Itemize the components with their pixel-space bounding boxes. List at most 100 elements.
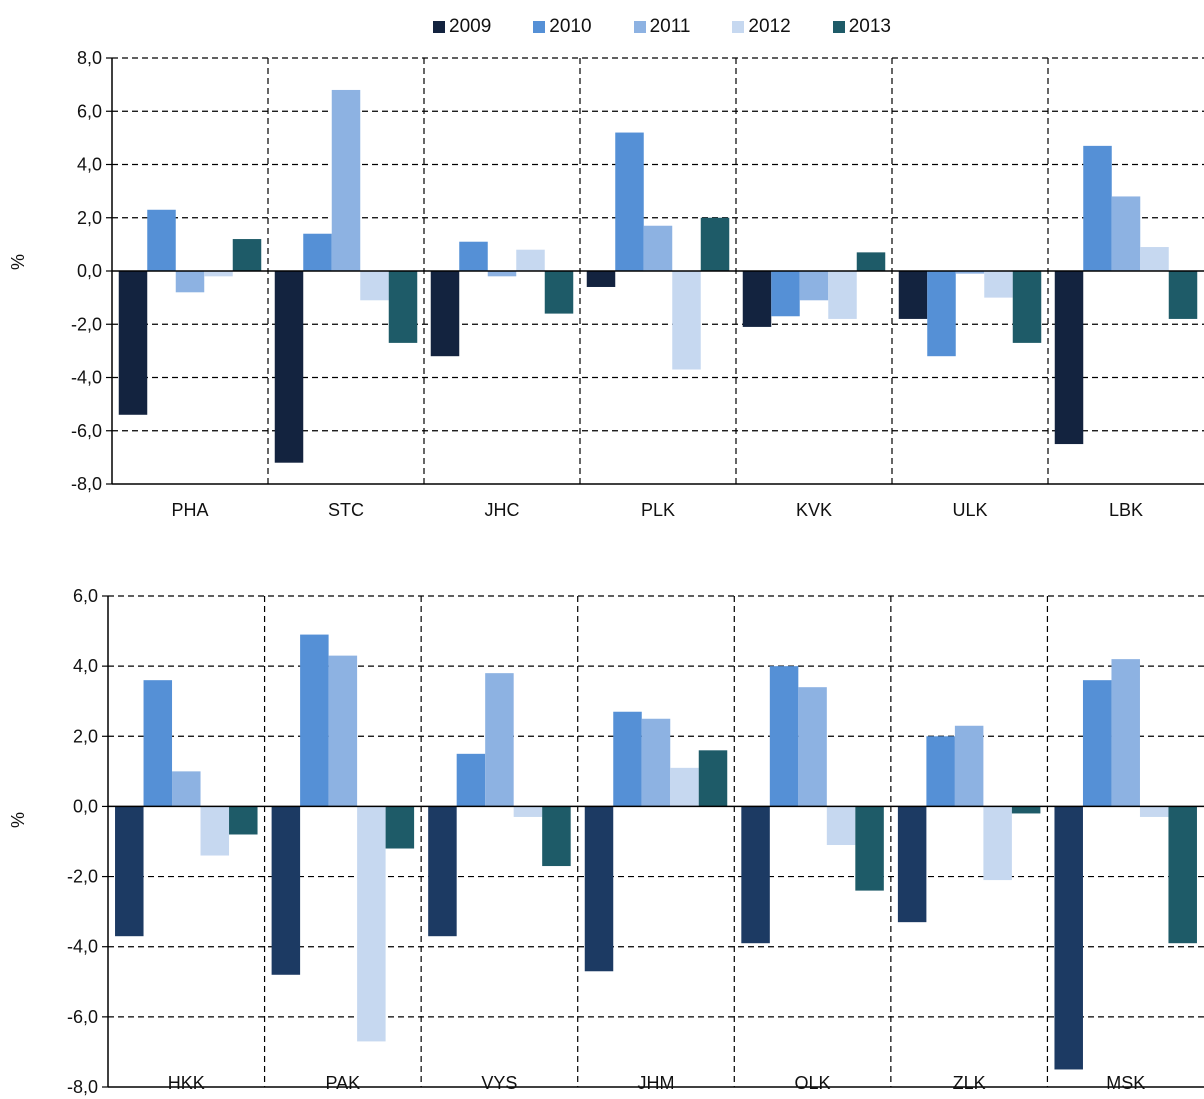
legend-label-2010: 2010 bbox=[549, 16, 592, 37]
y-tick-label: -8,0 bbox=[71, 474, 102, 494]
bar-2009-ULK bbox=[898, 271, 928, 319]
legend-item-2011: 2011 bbox=[633, 14, 691, 40]
bar-2009-ZLK bbox=[897, 806, 927, 923]
y-tick-label: 4,0 bbox=[73, 656, 98, 676]
x-tick-label: JHM bbox=[638, 1073, 675, 1093]
bar-2009-STC bbox=[274, 271, 304, 463]
bar-2012-JHC bbox=[516, 249, 545, 271]
bar-2009-LBK bbox=[1054, 271, 1084, 445]
bar-2011-PHA bbox=[175, 271, 205, 293]
y-tick-label: -8,0 bbox=[67, 1077, 98, 1097]
bar-2009-MSK bbox=[1054, 806, 1083, 1070]
x-tick-label: JHC bbox=[485, 500, 520, 520]
y-tick-label: -6,0 bbox=[71, 421, 102, 441]
x-tick-label: HKK bbox=[168, 1073, 205, 1093]
bar-2010-PHA bbox=[147, 209, 176, 271]
bar-2010-OLK bbox=[769, 666, 799, 807]
bar-2010-HKK bbox=[143, 680, 173, 807]
bar-2012-VYS bbox=[513, 806, 543, 817]
bar-2012-MSK bbox=[1139, 806, 1169, 817]
x-tick-label: MSK bbox=[1106, 1073, 1145, 1093]
bar-2010-LBK bbox=[1083, 145, 1112, 271]
y-tick-label: 6,0 bbox=[73, 586, 98, 606]
bar-2011-PAK bbox=[328, 655, 358, 807]
legend-item-2012: 2012 bbox=[732, 14, 791, 40]
bar-2012-HKK bbox=[200, 806, 230, 856]
x-tick-label: ZLK bbox=[953, 1073, 986, 1093]
x-tick-label: PLK bbox=[641, 500, 675, 520]
legend-swatch-2010 bbox=[533, 21, 546, 33]
x-tick-label: STC bbox=[328, 500, 364, 520]
bar-2013-VYS bbox=[542, 806, 571, 867]
bar-2010-ULK bbox=[927, 271, 956, 357]
bar-2013-OLK bbox=[855, 806, 884, 891]
bar-2013-ULK bbox=[1012, 271, 1042, 343]
bar-2012-OLK bbox=[826, 806, 856, 846]
bar-2009-KVK bbox=[742, 271, 772, 327]
bar-2011-LBK bbox=[1111, 196, 1141, 271]
y-tick-label: 0,0 bbox=[77, 261, 102, 281]
bar-2010-STC bbox=[303, 233, 332, 271]
bar-2013-PLK bbox=[700, 217, 730, 271]
bar-2010-PLK bbox=[615, 132, 644, 271]
chart-1: 8,0 6,0 4,0 2,0 0,0 -2,0 -4,0 -6,0 -8,0 PHA STC JHC… bbox=[8, 48, 1204, 520]
bar-2009-OLK bbox=[741, 806, 770, 944]
y-tick-label: 4,0 bbox=[77, 155, 102, 175]
bar-2011-ZLK bbox=[954, 725, 984, 807]
chart-legend: 2009 2010 2011 2012 2013 bbox=[0, 14, 1204, 40]
bar-2013-PAK bbox=[385, 806, 415, 849]
legend-swatch-2011 bbox=[633, 21, 646, 33]
bar-2009-HKK bbox=[115, 806, 144, 937]
y-tick-label: -4,0 bbox=[67, 937, 98, 957]
bar-2011-OLK bbox=[798, 687, 827, 807]
bar-2013-PHA bbox=[232, 239, 262, 271]
y-tick-label: 8,0 bbox=[77, 48, 102, 68]
y-tick-label: 2,0 bbox=[73, 726, 98, 746]
bar-2011-VYS bbox=[485, 673, 514, 807]
y-tick-label: 2,0 bbox=[77, 208, 102, 228]
bar-2011-STC bbox=[331, 89, 361, 271]
bar-2010-JHC bbox=[459, 241, 488, 271]
x-tick-label: PHA bbox=[171, 500, 208, 520]
bar-2012-ZLK bbox=[983, 806, 1012, 881]
bar-2013-ZLK bbox=[1011, 806, 1041, 814]
bar-2013-KVK bbox=[856, 252, 886, 271]
legend-swatch-2012 bbox=[732, 21, 745, 33]
x-tick-label: PAK bbox=[326, 1073, 361, 1093]
legend-item-2010: 2010 bbox=[533, 14, 592, 40]
bar-2013-LBK bbox=[1168, 271, 1198, 319]
x-tick-label: ULK bbox=[952, 500, 987, 520]
y-tick-label: -4,0 bbox=[71, 368, 102, 388]
legend-item-2009: 2009 bbox=[433, 14, 491, 40]
y-tick-label: -6,0 bbox=[67, 1007, 98, 1027]
x-tick-label: OLK bbox=[795, 1073, 831, 1093]
x-tick-label: KVK bbox=[796, 500, 832, 520]
bar-2012-JHM bbox=[670, 767, 699, 807]
bar-2012-PLK bbox=[672, 271, 701, 370]
bar-2013-MSK bbox=[1168, 806, 1197, 944]
x-tick-label: VYS bbox=[481, 1073, 517, 1093]
bar-2009-PAK bbox=[271, 806, 301, 975]
x-tick-label: LBK bbox=[1109, 500, 1143, 520]
bar-2012-KVK bbox=[828, 271, 857, 319]
bar-2012-PAK bbox=[357, 806, 386, 1042]
chart-2: 6,0 4,0 2,0 0,0 -2,0 -4,0 -6,0 -8,0 HKK PAK VYS JHM… bbox=[8, 586, 1204, 1097]
y-tick-label: -2,0 bbox=[71, 314, 102, 334]
bar-2011-KVK bbox=[799, 271, 829, 301]
bar-2010-KVK bbox=[771, 271, 800, 317]
bar-2009-JHM bbox=[584, 806, 614, 972]
bar-2013-HKK bbox=[229, 806, 258, 835]
bar-2010-PAK bbox=[300, 634, 329, 807]
bar-2011-PLK bbox=[643, 225, 673, 271]
bar-2009-PHA bbox=[118, 271, 148, 415]
legend-label-2009: 2009 bbox=[449, 16, 492, 37]
legend-label-2011: 2011 bbox=[649, 16, 691, 37]
bar-2010-MSK bbox=[1082, 680, 1112, 807]
y-axis-label: % bbox=[8, 254, 28, 270]
legend-label-2013: 2013 bbox=[848, 16, 891, 37]
bar-2011-ULK bbox=[955, 271, 985, 274]
bar-2011-JHM bbox=[641, 718, 671, 807]
bar-2012-STC bbox=[360, 271, 389, 301]
bar-2013-JHC bbox=[544, 271, 574, 314]
